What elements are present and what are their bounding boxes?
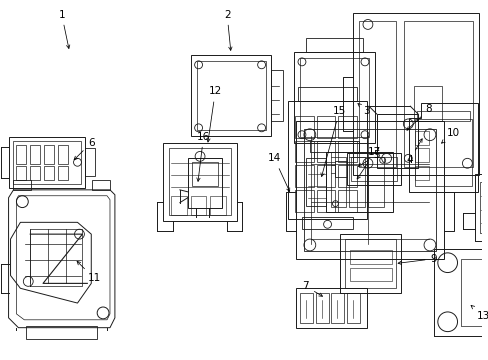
Bar (414, 148, 428, 162)
Bar (299, 293, 312, 323)
Bar (13, 141, 81, 184)
Bar (92, 180, 110, 190)
Bar (367, 157, 383, 207)
Bar (346, 153, 401, 185)
Bar (171, 196, 186, 215)
Text: 4: 4 (405, 139, 421, 165)
Bar (302, 217, 352, 229)
Text: 13: 13 (470, 305, 488, 321)
Bar (350, 157, 397, 181)
Bar (404, 21, 472, 167)
Bar (14, 180, 31, 190)
Bar (295, 288, 366, 328)
Bar (340, 234, 401, 293)
Bar (293, 52, 374, 143)
Bar (316, 141, 335, 162)
Bar (9, 137, 85, 188)
Bar (315, 293, 328, 323)
Bar (30, 166, 40, 180)
Bar (346, 293, 359, 323)
Bar (26, 326, 97, 339)
Bar (196, 61, 265, 130)
Bar (30, 145, 40, 164)
Text: 2: 2 (224, 10, 232, 50)
Text: 10: 10 (441, 128, 459, 143)
Text: 1: 1 (58, 10, 70, 49)
Bar (305, 158, 325, 206)
Bar (338, 165, 356, 187)
Bar (299, 58, 368, 137)
Text: 12: 12 (206, 86, 222, 142)
Bar (414, 166, 428, 180)
Text: 15: 15 (320, 106, 346, 176)
Bar (330, 157, 346, 207)
Bar (287, 101, 366, 219)
Bar (305, 38, 362, 52)
Bar (304, 129, 435, 251)
Bar (376, 114, 417, 168)
Bar (297, 87, 356, 101)
Text: 5: 5 (358, 150, 379, 166)
Bar (271, 70, 283, 121)
Bar (191, 162, 218, 186)
Text: 7: 7 (302, 281, 322, 296)
Bar (335, 161, 346, 177)
Bar (479, 182, 488, 233)
Bar (210, 196, 225, 215)
Bar (433, 249, 488, 336)
Bar (85, 148, 95, 176)
Bar (294, 190, 313, 212)
Text: 16: 16 (196, 132, 210, 181)
Text: 6: 6 (74, 138, 94, 160)
Bar (416, 111, 469, 121)
Bar (44, 166, 54, 180)
Bar (44, 145, 54, 164)
Bar (338, 190, 356, 212)
Text: 8: 8 (406, 104, 431, 130)
Bar (190, 196, 206, 215)
Bar (316, 165, 335, 187)
Bar (338, 141, 356, 162)
Bar (294, 116, 313, 138)
Bar (474, 174, 488, 241)
Bar (331, 293, 344, 323)
Bar (294, 141, 313, 162)
Bar (58, 145, 67, 164)
Bar (338, 116, 356, 138)
Bar (58, 166, 67, 180)
Bar (414, 131, 428, 145)
Bar (17, 145, 26, 164)
Bar (190, 55, 271, 136)
Text: 17: 17 (356, 148, 381, 179)
Bar (345, 239, 396, 288)
Bar (169, 148, 231, 215)
Bar (163, 143, 237, 221)
Text: 18: 18 (0, 359, 1, 360)
Bar (348, 157, 364, 207)
Bar (349, 250, 391, 264)
Bar (325, 152, 392, 212)
Bar (295, 121, 443, 259)
Text: 11: 11 (77, 261, 101, 283)
Bar (187, 158, 222, 208)
Bar (461, 259, 488, 326)
Text: 9: 9 (397, 254, 436, 265)
Bar (349, 267, 391, 282)
Text: 3: 3 (357, 104, 369, 116)
Bar (358, 21, 396, 167)
Bar (413, 86, 441, 121)
Bar (294, 165, 313, 187)
Bar (17, 166, 26, 180)
Bar (316, 116, 335, 138)
Bar (309, 141, 358, 152)
Text: 14: 14 (267, 153, 289, 192)
Bar (316, 190, 335, 212)
Bar (414, 119, 471, 186)
